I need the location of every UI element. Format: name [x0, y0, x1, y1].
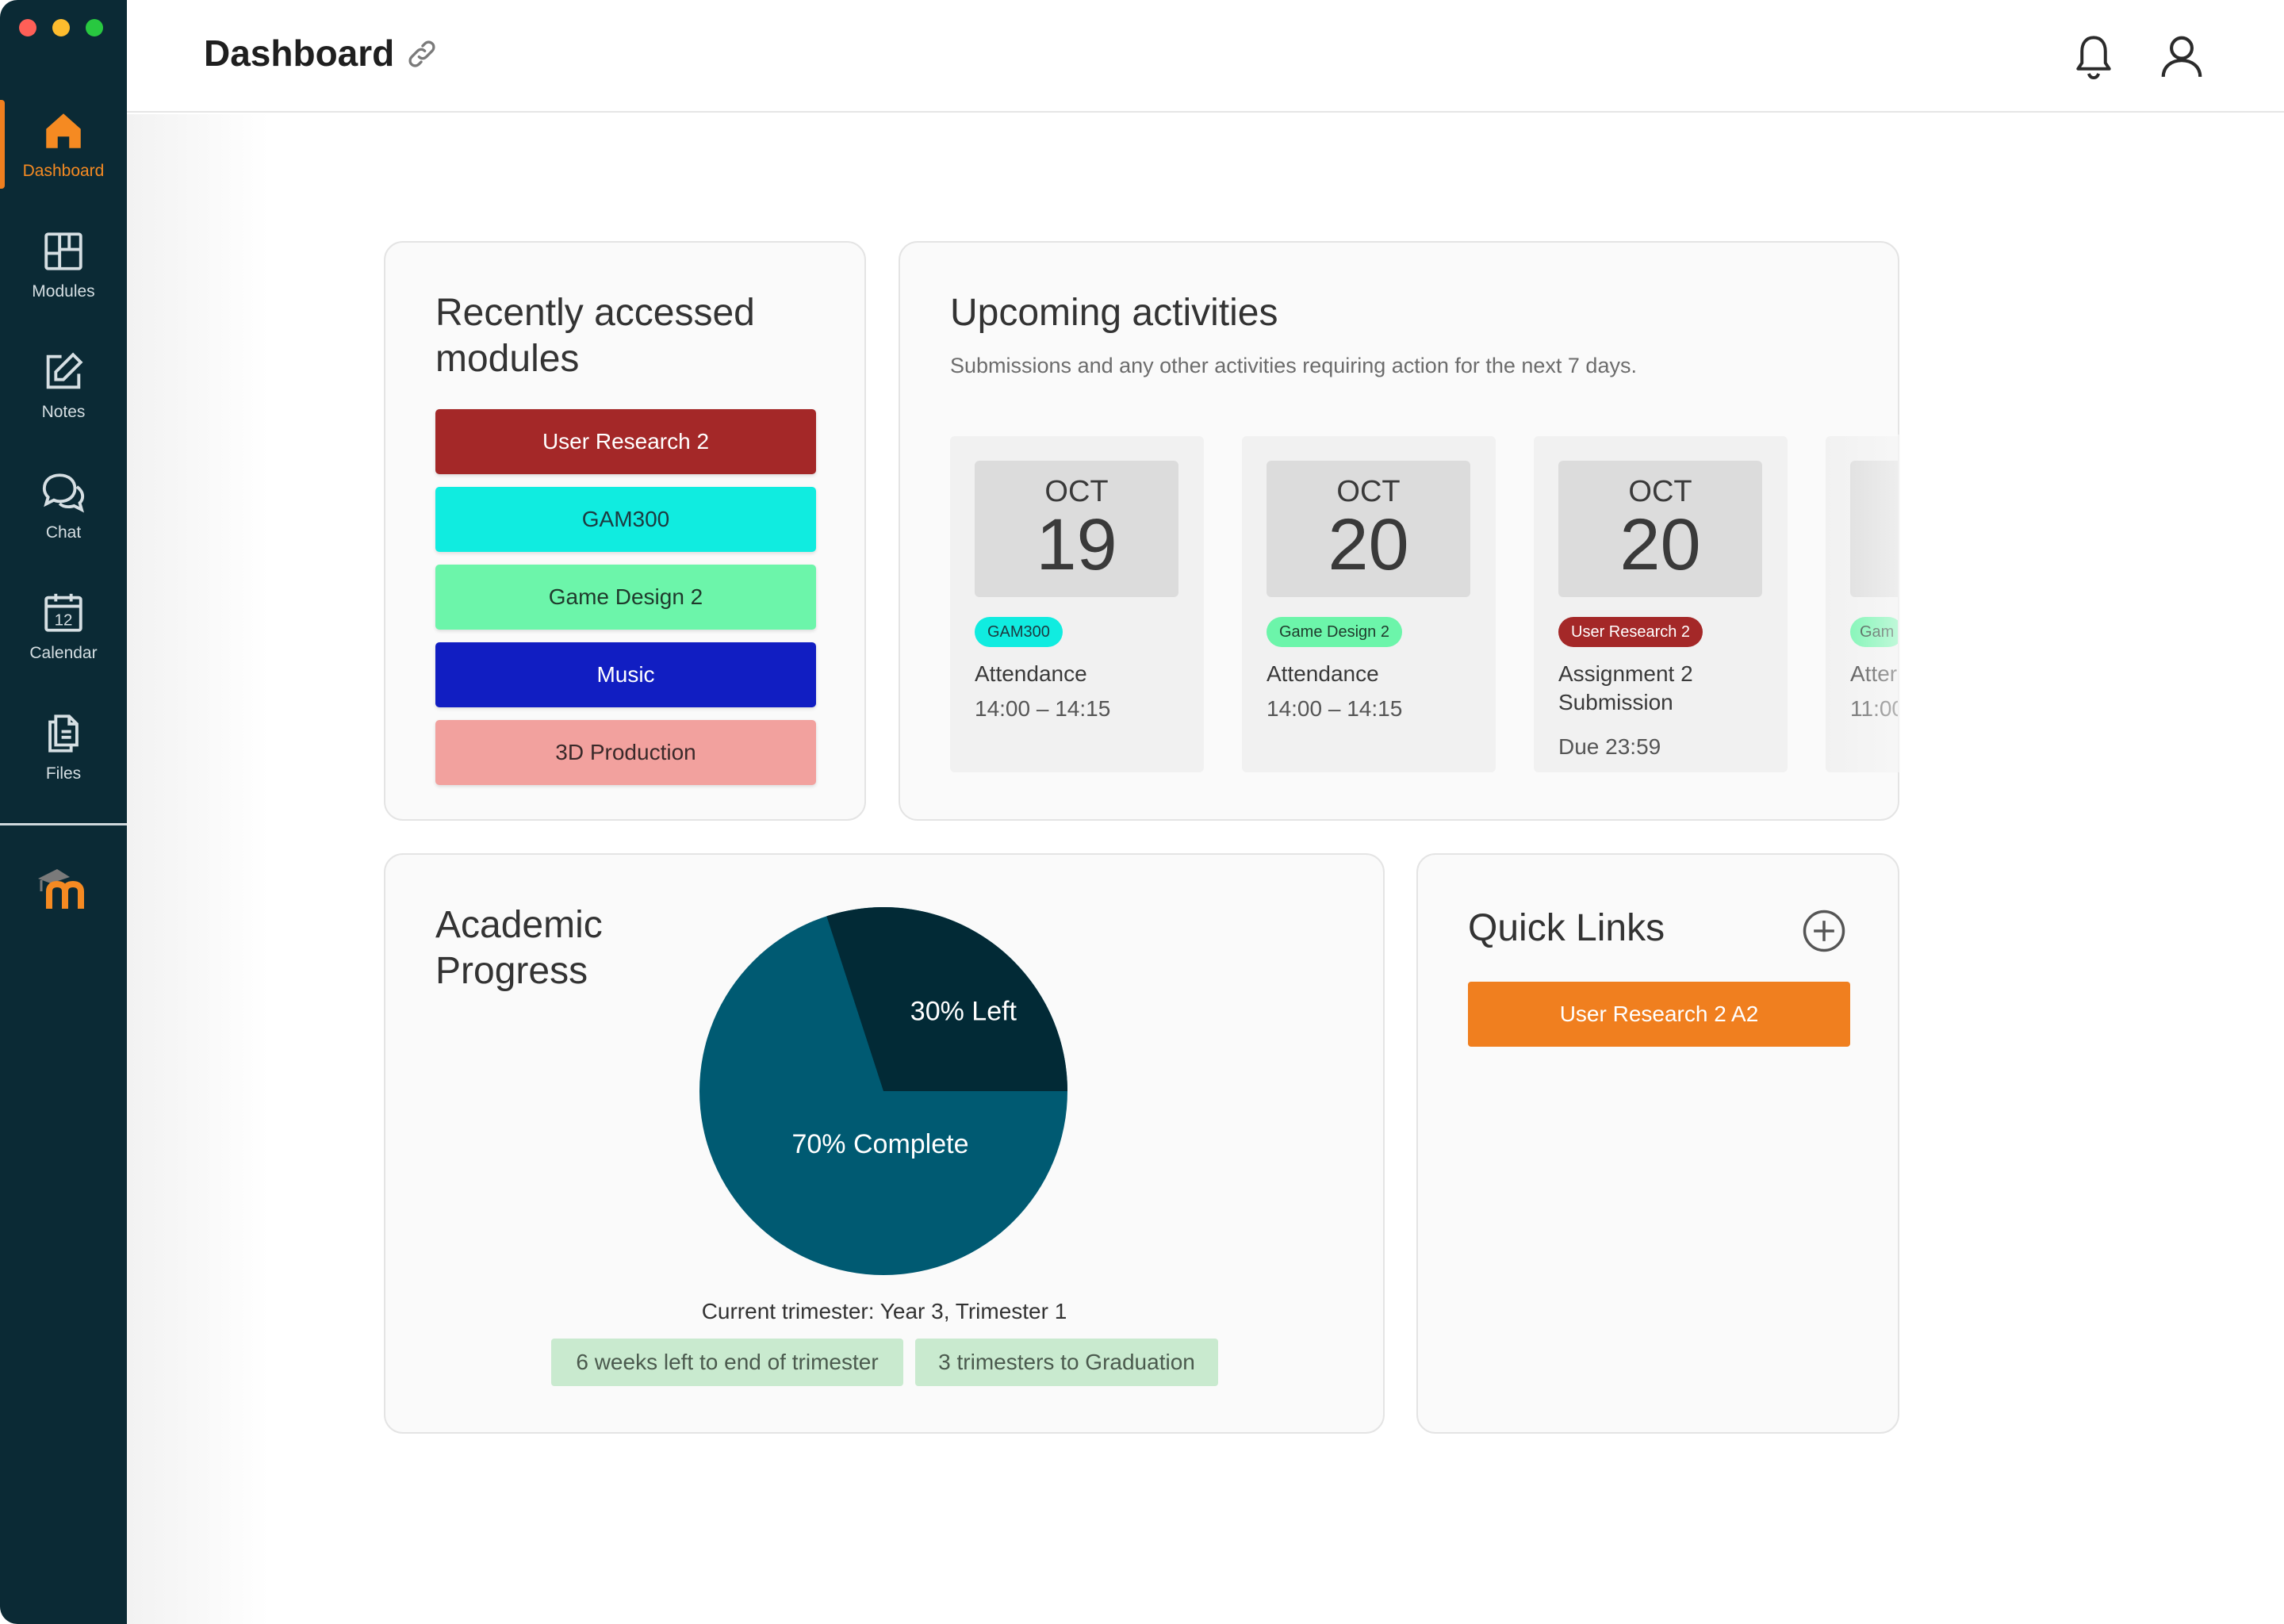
activity-day: 20 — [1619, 504, 1701, 585]
activity-title: Attendance — [1267, 661, 1379, 686]
activity-title: Atter — [1850, 661, 1898, 686]
activity-title: Assignment 2 Submission — [1558, 661, 1693, 714]
progress-pie-chart: 30% Left 70% Complete — [699, 907, 1067, 1275]
user-icon[interactable] — [2157, 32, 2206, 81]
module-button-label: GAM300 — [581, 507, 670, 531]
module-button-user-research-2[interactable]: User Research 2 — [435, 409, 816, 474]
header: Dashboard — [127, 0, 2284, 113]
zoom-window-button[interactable] — [86, 19, 103, 36]
home-icon — [46, 113, 81, 148]
files-icon — [48, 714, 79, 753]
sidebar-item-files[interactable]: Files — [0, 699, 127, 795]
activity-date: OCT 20 — [1558, 461, 1762, 597]
activity-date: OCT 19 — [975, 461, 1178, 597]
upcoming-activities-card: Upcoming activities Submissions and any … — [899, 241, 1899, 821]
module-button-music[interactable]: Music — [435, 642, 816, 707]
current-trimester-text: Current trimester: Year 3, Trimester 1 — [701, 1299, 1067, 1323]
modules-icon — [44, 232, 82, 270]
sidebar-divider — [0, 823, 127, 825]
window-controls — [19, 19, 103, 36]
activity-module-tag: GAM300 — [975, 617, 1063, 647]
module-button-gam300[interactable]: GAM300 — [435, 487, 816, 552]
activity-time: 14:00 – 14:15 — [1267, 696, 1403, 721]
quick-link-label: User Research 2 A2 — [1559, 1002, 1759, 1026]
chat-icon — [42, 473, 85, 513]
weeks-left-pill: 6 weeks left to end of trimester — [551, 1339, 903, 1386]
notes-icon — [46, 352, 83, 389]
recent-modules-card: Recently accessed modules User Research … — [384, 241, 866, 821]
calendar-icon: 12 — [44, 593, 82, 632]
module-button-label: User Research 2 — [542, 429, 710, 454]
sidebar-item-label: Dashboard — [22, 162, 105, 180]
bell-icon[interactable] — [2070, 32, 2117, 82]
activity-card-partial[interactable]: Gam Atter 11:00 — [1826, 436, 1899, 772]
calendar-icon-day: 12 — [55, 611, 73, 630]
sidebar-item-label: Notes — [41, 403, 86, 421]
activity-card[interactable]: OCT 19 GAM300 Attendance 14:00 – 14:15 — [950, 436, 1204, 772]
sidebar-item-label: Modules — [32, 282, 95, 301]
upcoming-activities-title: Upcoming activities — [950, 292, 1278, 334]
activity-month: OCT — [1044, 475, 1109, 508]
module-button-label: Music — [596, 662, 655, 687]
minimize-window-button[interactable] — [52, 19, 70, 36]
quick-links-card: Quick Links User Research 2 A2 — [1416, 853, 1899, 1434]
close-window-button[interactable] — [19, 19, 36, 36]
sidebar-item-label: Calendar — [29, 644, 98, 662]
sidebar-item-label: Files — [45, 764, 82, 783]
activity-day: 19 — [1036, 504, 1117, 585]
page-title: Dashboard — [204, 33, 395, 74]
upcoming-activities-subtitle: Submissions and any other activities req… — [950, 354, 1637, 377]
sidebar-item-chat[interactable]: Chat — [0, 458, 127, 553]
quick-link-user-research-2-a2[interactable]: User Research 2 A2 — [1468, 982, 1850, 1047]
activity-title: Attendance — [975, 661, 1087, 686]
activity-month: OCT — [1628, 475, 1692, 508]
activity-month: OCT — [1336, 475, 1401, 508]
activity-time: Due 23:59 — [1558, 734, 1661, 759]
module-button-label: 3D Production — [555, 740, 696, 764]
sidebar-item-notes[interactable]: Notes — [0, 338, 127, 433]
quick-links-title: Quick Links — [1468, 907, 1665, 949]
activity-date — [1850, 461, 1898, 597]
sidebar-item-label: Chat — [45, 523, 82, 542]
activity-date: OCT 20 — [1267, 461, 1470, 597]
module-button-3d-production[interactable]: 3D Production — [435, 720, 816, 785]
sidebar-item-calendar[interactable]: 12 Calendar — [0, 579, 127, 674]
pie-label-complete: 70% Complete — [791, 1129, 968, 1159]
plus-circle-icon[interactable] — [1802, 909, 1846, 953]
sidebar: Dashboard Modules Notes Chat — [0, 0, 127, 1624]
pie-slice-left — [826, 907, 1067, 1091]
pie-label-left: 30% Left — [910, 996, 1017, 1026]
module-button-game-design-2[interactable]: Game Design 2 — [435, 565, 816, 630]
sidebar-item-dashboard[interactable]: Dashboard — [0, 97, 127, 192]
academic-progress-title: Academic Progress — [435, 904, 603, 992]
recent-modules-title: Recently accessed modules — [435, 292, 755, 380]
moodle-logo-icon[interactable] — [35, 864, 92, 912]
activity-card[interactable]: OCT 20 Game Design 2 Attendance 14:00 – … — [1242, 436, 1496, 772]
activity-module-tag: Game Design 2 — [1267, 617, 1402, 647]
trimesters-left-pill: 3 trimesters to Graduation — [915, 1339, 1218, 1386]
activity-time: 14:00 – 14:15 — [975, 696, 1111, 721]
activity-day: 20 — [1328, 504, 1409, 585]
module-button-label: Game Design 2 — [548, 584, 703, 609]
academic-progress-card: Academic Progress 30% Left 70% Complete C… — [384, 853, 1385, 1434]
activity-time: 11:00 — [1850, 696, 1899, 721]
activity-card[interactable]: OCT 20 User Research 2 Assignment 2 Subm… — [1534, 436, 1788, 772]
activity-module-tag: User Research 2 — [1558, 617, 1703, 647]
sidebar-item-modules[interactable]: Modules — [0, 217, 127, 312]
activity-module-tag: Gam — [1850, 617, 1898, 647]
link-icon[interactable] — [404, 36, 439, 71]
